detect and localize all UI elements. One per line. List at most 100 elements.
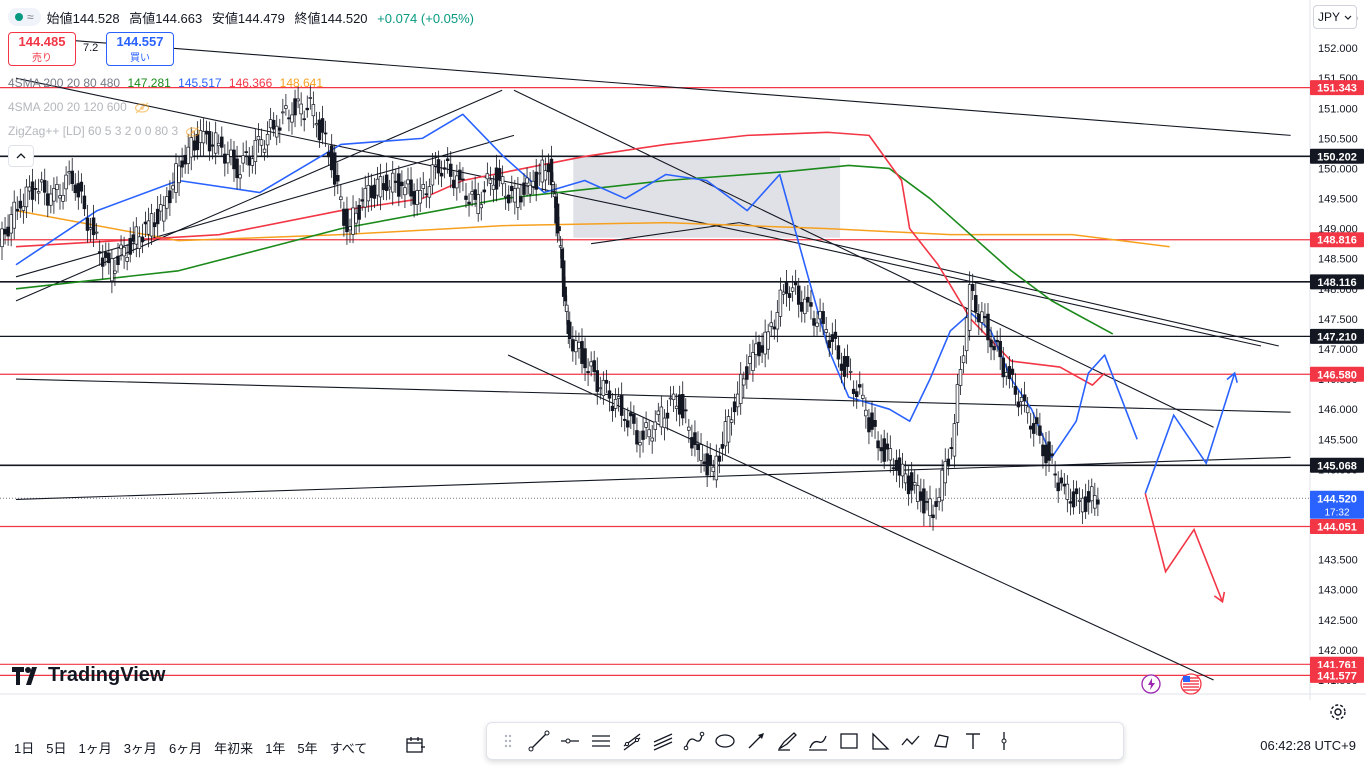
sma-green-line [15,164,1114,335]
indicator-zigzag[interactable]: ZigZag++ [LD] 60 5 3 2 0 0 80 3 [8,124,201,138]
candle-body [485,173,490,180]
candle-body [967,284,972,331]
ellipse-icon[interactable] [710,727,739,755]
clock[interactable]: 06:42:28 UTC+9 [1260,738,1356,753]
range-3m[interactable]: 3ヶ月 [123,741,157,756]
price-axis-label: 143.500 [1318,555,1358,567]
horizontal-ray-icon[interactable] [555,727,584,755]
candle-body [256,135,261,141]
candle-body [226,154,230,164]
candle-body [247,155,252,166]
range-1m[interactable]: 1ヶ月 [78,741,112,756]
currency-select[interactable]: JPY [1313,5,1357,29]
candle-body [220,136,224,148]
candle-body [1068,501,1073,504]
candle-body [210,144,215,147]
candle-body [400,181,404,187]
candle-body [97,251,102,254]
price-tag [1310,490,1364,519]
candle-body [931,514,935,519]
status-pill[interactable]: ≈ [8,8,41,26]
candle-body [549,158,554,186]
rectangle-icon[interactable] [834,727,863,755]
candle-body [815,322,819,327]
indicator-sma-1[interactable]: 4SMA 200 20 80 480 147.281 145.517 146.3… [8,76,327,90]
candle-body [632,413,636,424]
range-5y[interactable]: 5年 [297,741,318,756]
range-1y[interactable]: 1年 [265,741,286,756]
tradingview-logo[interactable]: TradingView [12,664,165,687]
range-1d[interactable]: 1日 [14,741,35,756]
range-6m[interactable]: 6ヶ月 [168,741,203,756]
polyline-icon[interactable] [896,727,925,755]
candle-body [992,345,996,351]
text-tool-icon[interactable] [958,727,987,755]
candle-body [964,317,969,352]
eye-hidden-icon[interactable] [134,102,150,114]
candle-body [616,396,621,399]
arrow-icon[interactable] [741,727,770,755]
candle-body [888,448,893,461]
sell-button[interactable]: 144.485 売り [8,32,76,66]
candle-body [684,409,688,412]
candle-body [55,184,59,190]
candle-body [998,340,1002,358]
candle-body [357,204,361,220]
candle-body [586,371,590,374]
candle-body [693,432,697,445]
candle-body [531,180,535,187]
range-5d[interactable]: 5日 [46,741,67,756]
date-range-selector: 1日 5日 1ヶ月 3ヶ月 6ヶ月 年初来 1年 5年 すべて [14,738,367,757]
projection-down-line-arrowhead [1213,591,1226,604]
candle-body [977,314,981,323]
candle-body [635,430,639,445]
candle-body [299,103,303,115]
curve-icon[interactable] [679,727,708,755]
brush-icon[interactable] [772,727,801,755]
candle-body [656,410,661,415]
candle-body [974,295,978,313]
vertical-line-icon[interactable] [989,727,1018,755]
parallel-channel-icon[interactable] [586,727,615,755]
candle-body [867,417,871,433]
settings-gear-icon[interactable] [1328,702,1348,722]
candle-body [903,473,908,484]
candle-body [674,405,679,410]
candle-body [650,437,654,442]
buy-label: 買い [130,53,150,64]
price-chart[interactable]: 152.500152.000151.500151.000150.500150.0… [0,0,1366,700]
collapse-legend-button[interactable] [8,145,34,167]
candle-body [928,498,932,516]
eye-hidden-icon[interactable] [185,126,201,138]
lightning-glyph [1148,678,1155,690]
range-all[interactable]: すべて [329,741,368,756]
candle-body [259,139,264,146]
fib-channel-icon[interactable] [648,727,677,755]
pitchfork-icon[interactable] [617,727,646,755]
drag-handle-icon[interactable] [493,727,522,755]
candle-body [88,227,93,230]
buy-button[interactable]: 144.557 買い [106,32,174,66]
price-tag-label: 150.202 [1317,151,1357,163]
candle-body [213,132,218,154]
highlighter-icon[interactable] [803,727,832,755]
path-icon[interactable] [927,727,956,755]
range-ytd[interactable]: 年初来 [214,741,254,756]
candle-body [131,234,136,242]
price-axis-label: 146.000 [1318,404,1358,416]
candle-body [1028,425,1033,430]
price-tag-label: 141.577 [1317,670,1357,682]
trend-line-icon[interactable] [524,727,553,755]
goto-date-icon[interactable] [406,736,426,754]
candle-body [738,373,743,404]
indicator-sma-2[interactable]: 4SMA 200 20 120 600 [8,100,150,114]
indicator-name: 4SMA 200 20 120 600 [8,100,127,114]
candle-body [696,443,700,450]
candle-body [311,104,316,117]
projection-up-line [1144,372,1236,494]
candle-body [754,343,758,355]
triangle-icon[interactable] [865,727,894,755]
candle-body [49,193,53,206]
trend-line [15,456,1291,501]
candle-body [690,437,694,449]
